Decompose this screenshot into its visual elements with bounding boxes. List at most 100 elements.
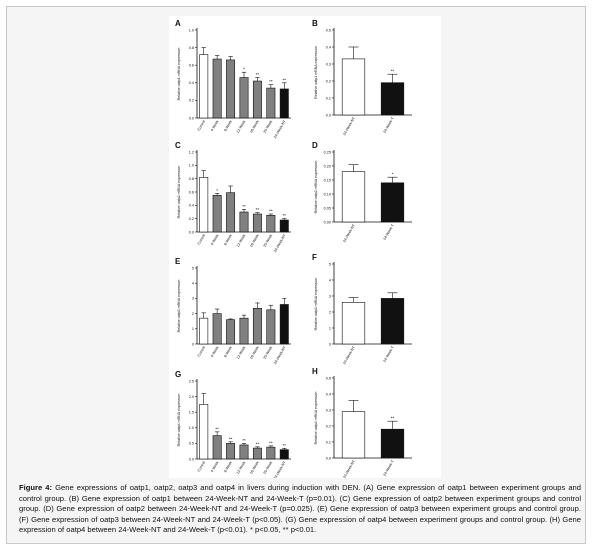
panel-h-category-label: 24-Week-NT [342, 459, 356, 478]
panel-g-ytick-label: 2.0 [189, 395, 194, 399]
panel-b-ytick-label: 0.4 [326, 45, 331, 49]
panel-g-category-label: Control [197, 460, 206, 472]
panel-d-bar [341, 171, 366, 223]
panel-a-ytick-label: 0.2 [189, 99, 194, 103]
panel-b-ytick-label: 0.2 [326, 79, 331, 83]
panel-h-bar [341, 411, 366, 459]
panel-d-letter: D [312, 141, 318, 150]
panel-c-letter: C [175, 141, 181, 150]
panel-a-ytick-label: 0.4 [189, 81, 194, 85]
panel-c-ytick-label: 0.2 [189, 217, 194, 221]
panel-e-category-label: Control [197, 345, 206, 357]
panel-b-ytick-label: 0.3 [326, 62, 331, 66]
panel-f-ytick-label: 2 [329, 310, 331, 314]
panel-a-letter: A [175, 19, 181, 28]
panel-c-bar [279, 219, 289, 233]
panel-h-ytick-label: 0.3 [326, 408, 331, 412]
panel-g-significance: ** [215, 426, 219, 431]
panel-a-bar [199, 54, 209, 119]
panel-a-bar [252, 80, 262, 119]
panel-g-bar [252, 447, 262, 460]
panel-e-ytick-label: 2 [192, 312, 194, 316]
panel-a-bar [226, 59, 236, 119]
panel-c-ytick-label: 1.2 [189, 150, 194, 154]
panel-e-category-label: 4-Week [210, 345, 220, 358]
panel-g-bar [226, 443, 236, 460]
panel-c-significance: ** [242, 204, 246, 209]
panel-e-category-label: 24-Week-NT [273, 345, 287, 365]
panel-a-ytick-label: 0.8 [189, 46, 194, 50]
panel-b-ylabel: Relative oatp1 mRNA expression [314, 46, 318, 99]
panel-d-category-label: 24-Week-NT [342, 223, 356, 243]
panel-e-ylabel: Relative oatp3 mRNA expression [177, 280, 181, 333]
panel-d-category-label: 24-Week-T [383, 223, 396, 241]
panel-a-category-label: 4-Week [210, 119, 220, 132]
panel-c-bar [239, 211, 249, 233]
panel-a-bar [266, 87, 276, 119]
panel-d-significance: * [392, 172, 394, 177]
panel-a-ytick-label: 0.6 [189, 64, 194, 68]
caption-label: Figure 4: [19, 483, 53, 492]
panel-g-significance: ** [283, 443, 287, 448]
panel-f-category-label: 24-Week-NT [342, 345, 356, 365]
panel-f-ytick-label: 5 [329, 262, 331, 266]
panel-h-letter: H [312, 367, 318, 376]
panel-d-bar [380, 182, 405, 223]
panel-c-category-label: 20-Week [263, 233, 274, 248]
panel-d-ytick-label: 0.05 [324, 206, 331, 210]
panel-e-ytick-label: 4 [192, 282, 194, 286]
panel-a-bar [239, 77, 249, 119]
panel-g-significance: ** [256, 441, 260, 446]
panel-e-ytick-label: 5 [192, 266, 194, 270]
panel-g-ytick-label: 2.5 [189, 379, 194, 383]
panel-b-significance: ** [391, 69, 395, 74]
panel-h-ytick-label: 0.0 [326, 456, 331, 460]
panel-c-ylabel: Relative oatp2 mRNA expression [177, 166, 181, 219]
panel-h-ytick-label: 0.2 [326, 424, 331, 428]
panel-g-category-label: 4-Week [210, 460, 220, 473]
panel-g-bar [239, 444, 249, 460]
panel-g-ytick-label: 0.0 [189, 457, 194, 461]
panel-g-category-label: 24-Week-NT [273, 460, 287, 478]
panel-a-bar [279, 88, 289, 119]
panel-a-ytick-label: 1.0 [189, 28, 194, 32]
panel-g-category-label: 12-Week [236, 460, 247, 475]
panel-b-ytick-label: 0.5 [326, 28, 331, 32]
panel-h-category-label: 24-Week-T [383, 459, 396, 477]
panel-g-category-label: 16-Week [249, 460, 260, 475]
panel-c-bar [252, 213, 262, 233]
panel-e-bar [266, 309, 276, 345]
panel-c-ytick-label: 1.0 [189, 164, 194, 168]
panel-e-ytick-label: 0 [192, 342, 194, 346]
panel-c-bar [226, 192, 236, 233]
panel-e-category-label: 16-Week [249, 345, 260, 360]
panel-g-category-label: 8-Week [223, 460, 233, 473]
panel-h-bar [380, 428, 405, 459]
panel-f-bar [380, 298, 405, 345]
panel-h-ylabel: Relative oatp4 mRNA expression [314, 392, 318, 445]
panel-d-ytick-label: 0.20 [324, 164, 331, 168]
panel-g-significance: ** [229, 436, 233, 441]
panel-b-category-label: 24-Week-T [383, 116, 396, 134]
panel-a-significance: * [243, 67, 245, 72]
panel-a-bar [212, 58, 222, 119]
panel-c-category-label: 12-Week [236, 233, 247, 248]
panel-c-significance: * [216, 188, 218, 193]
panel-a-category-label: 12-Week [236, 119, 247, 134]
panel-f-ytick-label: 4 [329, 278, 331, 282]
panel-d-ytick-label: 0.15 [324, 178, 331, 182]
panel-e-bar [252, 307, 262, 345]
panel-g-letter: G [175, 370, 181, 379]
panel-c-ytick-label: 0.8 [189, 177, 194, 181]
panel-c-ytick-label: 0.0 [189, 230, 194, 234]
panel-f-ytick-label: 3 [329, 294, 331, 298]
panel-c-category-label: 24-Week-NT [273, 233, 287, 253]
panel-d-ytick-label: 0.00 [324, 220, 331, 224]
figure-panels: A Relative oatp1 mRNA expression 0.0 0.2 0.4… [169, 16, 441, 480]
panel-f-ytick-label: 0 [329, 342, 331, 346]
panel-a-category-label: Control [197, 119, 206, 131]
panel-e-bar [279, 304, 289, 345]
caption-text: Gene expressions of oatp1, oatp2, oatp3 … [19, 483, 581, 535]
panel-f-bar [341, 302, 366, 345]
panel-g-ylabel: Relative oatp4 mRNA expression [177, 394, 181, 447]
